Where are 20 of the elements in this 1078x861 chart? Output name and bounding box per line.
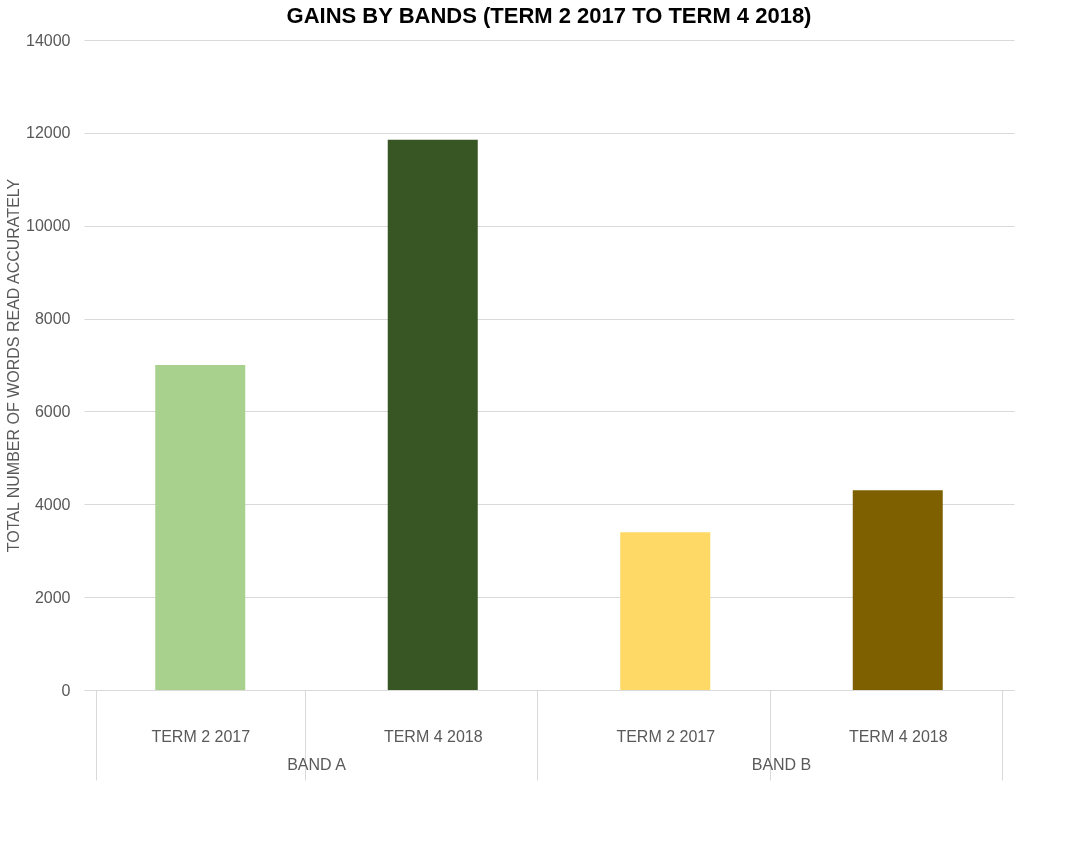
x-tick-label: TERM 2 2017: [616, 727, 716, 745]
chart-title: GAINS BY BANDS (TERM 2 2017 TO TERM 4 2018): [286, 3, 812, 28]
y-tick-label: 0: [61, 681, 71, 699]
text: BAND B: [751, 756, 812, 773]
y-tick-label: 8000: [34, 310, 71, 328]
x-tick-label: TERM 4 2018: [848, 727, 948, 745]
y-tick-label: 2000: [34, 588, 71, 606]
y-tick-label: 10000: [26, 217, 71, 235]
x-tick-label: TERM 4 2018: [383, 727, 483, 745]
text: BAND A: [287, 756, 347, 773]
y-tick-label: 12000: [26, 124, 71, 142]
bar: [155, 365, 246, 690]
bar: [620, 532, 711, 690]
bar: [387, 139, 478, 690]
y-axis-title: TOTAL NUMBER OF WORDS READ ACCURATELY: [5, 178, 23, 553]
y-tick-label: 6000: [34, 402, 71, 420]
x-tick-label: TERM 2 2017: [151, 727, 251, 745]
y-tick-label: 14000: [26, 31, 71, 49]
bar: [852, 490, 943, 690]
y-tick-label: 4000: [34, 495, 71, 513]
